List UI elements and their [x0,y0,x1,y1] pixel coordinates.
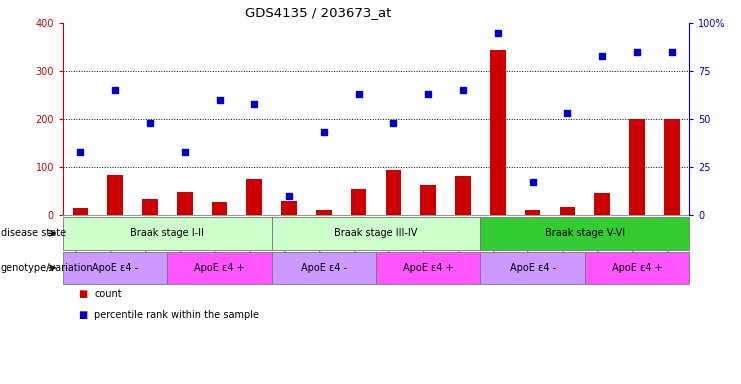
Bar [420,185,436,215]
Bar [490,50,505,215]
Bar [629,119,645,215]
Point [283,193,295,199]
Text: percentile rank within the sample: percentile rank within the sample [94,310,259,320]
Bar [455,176,471,215]
Point [109,87,121,93]
Point [597,53,608,59]
Point [388,120,399,126]
Bar [212,202,227,215]
Point [144,120,156,126]
Bar [247,179,262,215]
Bar [142,199,158,215]
Text: ApoE ε4 +: ApoE ε4 + [611,263,662,273]
Point [74,149,86,155]
Text: ApoE ε4 -: ApoE ε4 - [92,263,139,273]
Bar [316,210,332,215]
Point [457,87,469,93]
Bar [177,192,193,215]
Point [213,97,225,103]
Bar [107,175,123,215]
Text: ■: ■ [78,310,87,320]
Point [527,179,539,185]
Text: ApoE ε4 +: ApoE ε4 + [194,263,245,273]
Point [422,91,434,97]
Bar [385,170,402,215]
Bar [525,210,540,215]
Point [353,91,365,97]
Text: GDS4135 / 203673_at: GDS4135 / 203673_at [245,6,392,19]
Point [562,110,574,116]
Bar [282,200,297,215]
Point [492,30,504,36]
Bar [594,194,610,215]
Text: Braak stage V-VI: Braak stage V-VI [545,228,625,238]
Bar [350,189,367,215]
Point [666,49,678,55]
Point [631,49,643,55]
Bar [664,119,679,215]
Text: ApoE ε4 -: ApoE ε4 - [301,263,347,273]
Text: ■: ■ [78,289,87,299]
Bar [559,207,575,215]
Text: Braak stage III-IV: Braak stage III-IV [334,228,418,238]
Text: ApoE ε4 -: ApoE ε4 - [510,263,556,273]
Text: disease state: disease state [1,228,66,238]
Point [318,129,330,136]
Text: ApoE ε4 +: ApoE ε4 + [403,263,453,273]
Bar [73,208,88,215]
Text: count: count [94,289,122,299]
Point [179,149,190,155]
Text: genotype/variation: genotype/variation [1,263,93,273]
Text: Braak stage I-II: Braak stage I-II [130,228,205,238]
Point [248,101,260,107]
